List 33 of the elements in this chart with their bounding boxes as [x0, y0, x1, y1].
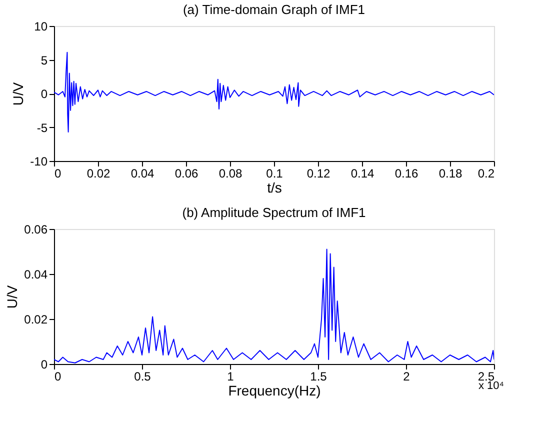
x-tick-label: 0.2 [478, 166, 495, 180]
x-tick-label: 0.02 [86, 166, 110, 180]
y-tick-label: 0.02 [24, 312, 48, 326]
chart-title: (a) Time-domain Graph of IMF1 [182, 2, 366, 17]
x-tick-label: 2 [403, 370, 410, 384]
x-tick-label: 0.5 [134, 370, 152, 384]
y-tick-label: 5 [40, 53, 48, 68]
y-tick-label: -10 [30, 154, 48, 168]
text: x 10⁴ [478, 380, 504, 392]
y-axis-title: U/V [4, 284, 20, 309]
y-tick-label: 0.06 [24, 222, 48, 236]
y-tick-label: 10 [34, 20, 48, 34]
y-tick-label: 0.04 [24, 268, 48, 282]
y-tick-label: -5 [36, 120, 48, 135]
x-tick-label: 0.12 [306, 166, 330, 180]
x-tick-label: 1.5 [310, 370, 328, 384]
x-tick-label: 0.06 [174, 166, 198, 180]
x-tick-label: 0 [54, 166, 62, 180]
y-axis-title: U/V [10, 82, 26, 106]
x-tick-label: 0.16 [394, 166, 418, 180]
line-series [54, 52, 494, 132]
x-tick-label: 1 [227, 370, 234, 384]
x-axis-title: t/s [267, 180, 282, 196]
chart-title: (b) Amplitude Spectrum of IMF1 [182, 205, 366, 220]
x-tick-label: 0.1 [266, 166, 284, 180]
x-tick-label: 0.08 [218, 166, 242, 180]
x-tick-label: 0.04 [130, 166, 154, 180]
x-tick-label: 0.14 [350, 166, 374, 180]
x-tick-label: 0.18 [438, 166, 462, 180]
x-tick-label: 0 [54, 370, 62, 384]
y-tick-label: 0 [40, 87, 48, 101]
y-tick-label: 0 [40, 358, 48, 372]
x-axis-title: Frequency(Hz) [228, 382, 321, 398]
